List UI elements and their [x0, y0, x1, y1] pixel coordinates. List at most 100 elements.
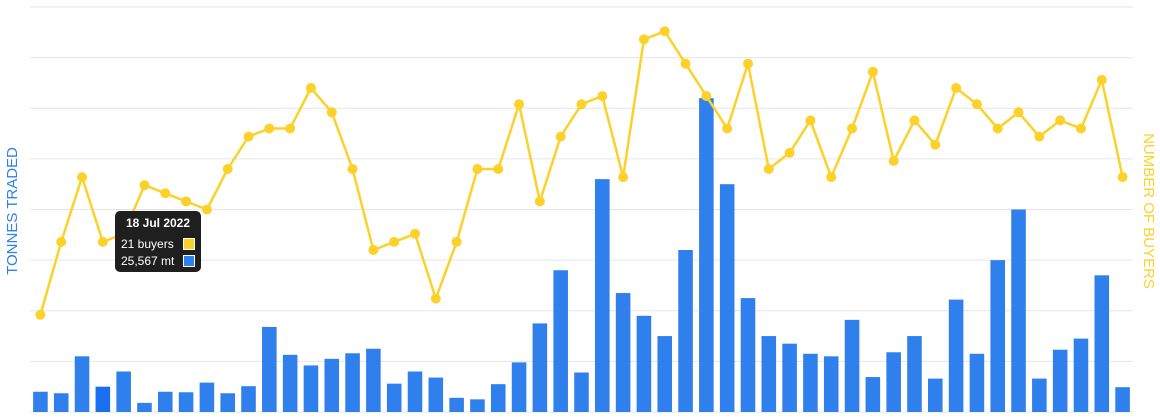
buyers-point — [722, 123, 733, 134]
tonnes-bar — [366, 348, 381, 412]
buyers-point — [201, 204, 212, 215]
buyers-point — [597, 91, 608, 102]
right-axis-title: NUMBER OF BUYERS — [1140, 133, 1157, 289]
buyers-point — [1075, 123, 1086, 134]
buyers-point — [472, 164, 483, 174]
data-tooltip: 18 Jul 2022 21 buyers 25,567 mt — [115, 211, 201, 272]
tonnes-bar — [137, 402, 152, 412]
tonnes-bar — [615, 293, 631, 412]
buyers-point — [847, 123, 858, 134]
buyers-point — [181, 196, 192, 207]
buyers-point — [35, 309, 46, 320]
tooltip-tonnes: 25,567 mt — [121, 254, 175, 268]
buyers-line — [39, 30, 1124, 316]
buyers-point — [1055, 115, 1066, 126]
buyers-point — [867, 66, 878, 77]
buyers-point — [763, 164, 774, 174]
buyers-point — [285, 123, 296, 134]
tonnes-bar — [553, 270, 568, 412]
tonnes-bar — [782, 343, 797, 412]
tonnes-bar — [844, 319, 860, 412]
tonnes-bar — [699, 98, 714, 412]
buyers-point — [951, 83, 962, 93]
tonnes-bar — [1052, 349, 1068, 412]
tonnes-bar — [220, 393, 235, 412]
buyers-point — [888, 155, 899, 166]
tonnes-bar — [1094, 275, 1110, 412]
tonnes-bar — [657, 336, 673, 412]
tonnes-bar — [407, 371, 423, 412]
buyers-point — [410, 228, 421, 239]
tooltip-date: 18 Jul 2022 — [125, 216, 191, 230]
buyers-point — [805, 115, 816, 126]
buyers-point — [1013, 107, 1024, 118]
buyers-point — [971, 99, 982, 110]
buyers-point — [139, 180, 150, 191]
left-axis-title: TONNES TRADED — [4, 147, 21, 275]
buyers-point — [305, 83, 316, 93]
tonnes-bars — [33, 98, 1130, 412]
buyers-point — [638, 34, 649, 45]
buyers-point — [160, 188, 171, 199]
tooltip-buyers: 21 buyers — [121, 237, 174, 251]
buyers-point — [742, 58, 753, 69]
tonnes-bar — [969, 353, 985, 412]
tonnes-bar — [386, 383, 402, 412]
tooltip-buyers-swatch — [183, 238, 195, 250]
buyers-point — [909, 115, 920, 126]
tonnes-bar — [303, 365, 319, 412]
buyers-point — [264, 123, 275, 134]
buyers-point — [1096, 74, 1107, 85]
buyers-point — [555, 131, 566, 142]
tonnes-bar — [636, 315, 652, 412]
buyers-point — [97, 236, 108, 247]
tonnes-bar — [262, 326, 277, 412]
tonnes-bar — [928, 378, 943, 412]
tonnes-bar — [428, 377, 444, 412]
buyers-point — [1034, 131, 1045, 142]
buyers-point — [222, 164, 233, 174]
tonnes-bar — [990, 260, 1006, 412]
buyers-point — [992, 123, 1003, 134]
tonnes-bar — [886, 352, 901, 412]
tonnes-bar — [761, 336, 777, 412]
tonnes-bar — [823, 356, 839, 412]
tonnes-bar — [53, 393, 69, 412]
buyers-point — [534, 196, 545, 207]
tonnes-bar — [470, 399, 485, 412]
tonnes-bar — [1011, 209, 1026, 412]
tonnes-bar — [157, 391, 173, 412]
tonnes-bar — [740, 298, 756, 412]
buyers-line-path — [39, 30, 1124, 316]
tonnes-bar — [719, 184, 735, 412]
buyers-point — [930, 139, 941, 150]
tonnes-bar — [1032, 378, 1047, 412]
tonnes-bar — [511, 362, 527, 412]
tonnes-bar — [1073, 338, 1089, 412]
buyers-point — [1117, 172, 1128, 183]
tonnes-bar — [803, 353, 818, 412]
tonnes-bar — [532, 323, 548, 412]
tonnes-bar — [574, 372, 589, 412]
tonnes-bar — [1115, 387, 1130, 412]
tonnes-bar — [33, 391, 48, 412]
tonnes-bar — [595, 179, 610, 412]
buyers-point — [347, 164, 358, 174]
buyers-point — [826, 172, 837, 183]
buyers-point — [680, 58, 691, 69]
tonnes-bar — [678, 250, 693, 412]
buyers-point — [701, 91, 712, 102]
buyers-point — [430, 293, 441, 304]
tonnes-bar — [948, 299, 964, 412]
tonnes-bar — [865, 377, 881, 412]
buyers-point — [784, 147, 795, 158]
buyers-point — [659, 26, 670, 37]
buyers-point — [618, 172, 629, 183]
buyers-point — [56, 236, 67, 247]
tonnes-bar — [241, 386, 256, 412]
buyers-point — [514, 99, 525, 110]
tonnes-bar — [116, 371, 131, 412]
tonnes-bar — [95, 386, 111, 412]
tonnes-bar — [74, 356, 90, 412]
